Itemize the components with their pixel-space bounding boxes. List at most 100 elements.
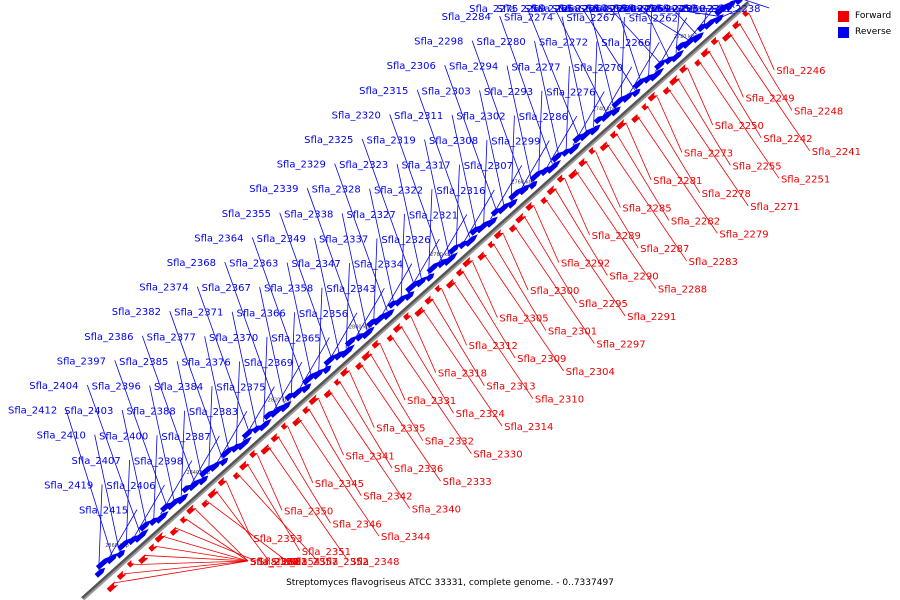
forward-leader-line [708,50,762,139]
reverse-gene [496,201,511,215]
reverse-gene [403,291,415,301]
forward-gene [217,477,228,487]
reverse-gene [546,159,561,174]
forward-gene-label: Sfla_2332 [425,437,474,448]
reverse-leader-line [644,7,670,60]
forward-gene-label: Sfla_2353 [253,534,302,545]
forward-gene [186,504,197,515]
reverse-gene-label: Sfla_2315 [359,86,408,97]
reverse-gene-label: Sfla_2325 [304,135,353,146]
forward-leader-line [185,518,249,562]
forward-leader-line [687,68,714,126]
reverse-leader-line [400,213,405,299]
reverse-leader-line [86,384,141,533]
reverse-gene-label: Sfla_2400 [99,431,148,442]
reverse-gene [323,353,337,367]
reverse-gene-label: Sfla_2270 [574,63,623,74]
forward-gene [323,389,334,399]
forward-gene [669,74,681,86]
reverse-gene-label: Sfla_2339 [249,184,298,195]
forward-gene-label: Sfla_2373 [250,557,299,568]
forward-leader-line [339,380,393,469]
reverse-gene [567,142,581,155]
forward-gene [455,267,465,277]
reverse-gene-label: Sfla_2388 [127,407,176,418]
reverse-leader-line [538,90,543,176]
forward-gene [207,487,219,499]
forward-gene [722,30,734,42]
forward-gene-label: Sfla_2295 [579,299,628,310]
reverse-gene [290,386,305,399]
reverse-gene-label: Sfla_2328 [312,185,361,196]
forward-leader-line [738,23,793,111]
reverse-leader-line [286,262,313,380]
forward-leader-line [318,399,344,456]
reverse-gene-label: Sfla_2365 [271,333,320,344]
reverse-leader-line [270,361,303,417]
forward-gene [445,278,457,289]
forward-leader-line [410,316,437,373]
forward-gene [148,543,157,552]
forward-gene [556,174,566,183]
reverse-gene [405,279,421,294]
reverse-leader-line [416,89,471,238]
reverse-gene-label: Sfla_2252 [684,4,733,15]
reverse-gene [611,94,627,109]
reverse-gene [166,496,182,511]
forward-leader-line [134,560,249,566]
reverse-gene-label: Sfla_2259 [621,4,670,15]
reverse-gene [425,273,435,282]
reverse-leader-line [462,189,495,244]
reverse-leader-line [169,311,223,460]
forward-gene [694,58,702,67]
reverse-gene-label: Sfla_2275 [469,4,518,15]
reverse-leader-line [334,163,388,312]
forward-gene [116,570,127,580]
forward-leader-line [113,560,249,584]
reverse-leader-line [290,312,295,398]
reverse-gene [361,326,375,340]
forward-gene-label: Sfla_2330 [473,450,522,461]
reverse-leader-line [361,138,416,287]
forward-gene [201,499,210,508]
reverse-gene-label: Sfla_2298 [414,37,463,48]
forward-leader-line [462,270,516,359]
reverse-gene [681,35,697,49]
forward-gene-label: Sfla_2309 [517,354,566,365]
forward-leader-line [431,298,485,386]
reverse-gene [372,311,388,326]
reverse-gene [621,91,634,103]
reverse-leader-line [451,114,478,232]
reverse-leader-line [251,237,306,386]
forward-leader-line [390,334,472,454]
forward-gene [599,141,611,152]
reverse-leader-line [231,311,258,429]
reverse-gene-label: Sfla_2387 [161,432,210,443]
forward-gene [371,339,382,349]
reverse-gene [322,365,332,375]
reverse-gene [302,371,318,386]
forward-leader-line [421,307,503,427]
forward-leader-line [451,279,534,399]
reverse-gene-label: Sfla_2311 [394,111,443,122]
reverse-gene-label: Sfla_2272 [539,38,588,49]
forward-leader-line [164,536,249,562]
reverse-gene [469,225,480,236]
forward-gene [434,284,443,293]
forward-leader-line [123,560,249,575]
forward-gene [169,526,180,536]
reverse-leader-line [306,188,361,337]
forward-gene-label: Sfla_2251 [781,174,830,185]
reverse-gene-label: Sfla_2323 [339,160,388,171]
reverse-leader-line [703,7,708,29]
reverse-gene-label: Sfla_2264 [559,4,608,15]
forward-leader-line [144,555,249,562]
forward-leader-line [267,445,349,562]
reverse-leader-line [235,361,240,447]
tick-label: 2780 kbp [430,252,454,258]
forward-leader-line [585,160,639,249]
forward-gene [280,422,289,430]
forward-gene [546,185,558,196]
